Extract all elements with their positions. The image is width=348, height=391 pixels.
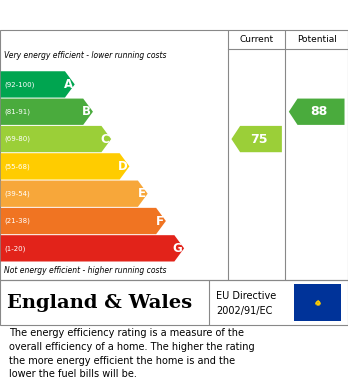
Polygon shape — [1, 71, 75, 98]
Text: A: A — [64, 78, 73, 91]
Bar — [294, 283, 341, 321]
Text: E: E — [138, 187, 146, 200]
Polygon shape — [1, 181, 148, 207]
Text: G: G — [173, 242, 182, 255]
Text: (39-54): (39-54) — [4, 190, 30, 197]
Text: Not energy efficient - higher running costs: Not energy efficient - higher running co… — [4, 266, 167, 275]
Polygon shape — [1, 126, 111, 152]
Text: Energy Efficiency Rating: Energy Efficiency Rating — [9, 7, 219, 23]
Polygon shape — [1, 235, 184, 262]
Text: 88: 88 — [311, 105, 328, 118]
Text: (55-68): (55-68) — [4, 163, 30, 170]
Text: D: D — [118, 160, 128, 173]
Text: Very energy efficient - lower running costs: Very energy efficient - lower running co… — [4, 51, 167, 60]
Polygon shape — [1, 99, 93, 125]
Text: F: F — [156, 215, 164, 228]
Text: (21-38): (21-38) — [4, 218, 30, 224]
Polygon shape — [289, 99, 345, 125]
Text: Current: Current — [239, 35, 274, 44]
Text: England & Wales: England & Wales — [7, 294, 192, 312]
Text: 75: 75 — [251, 133, 268, 145]
Text: 2002/91/EC: 2002/91/EC — [216, 306, 272, 316]
Text: (69-80): (69-80) — [4, 136, 30, 142]
Polygon shape — [1, 153, 129, 179]
Text: B: B — [82, 105, 91, 118]
Text: Potential: Potential — [297, 35, 337, 44]
Text: (1-20): (1-20) — [4, 245, 25, 251]
Polygon shape — [231, 126, 282, 152]
Text: EU Directive: EU Directive — [216, 291, 276, 301]
Polygon shape — [1, 208, 166, 234]
Text: The energy efficiency rating is a measure of the
overall efficiency of a home. T: The energy efficiency rating is a measur… — [9, 328, 254, 379]
Text: (92-100): (92-100) — [4, 81, 34, 88]
Text: C: C — [101, 133, 109, 145]
Text: (81-91): (81-91) — [4, 108, 30, 115]
